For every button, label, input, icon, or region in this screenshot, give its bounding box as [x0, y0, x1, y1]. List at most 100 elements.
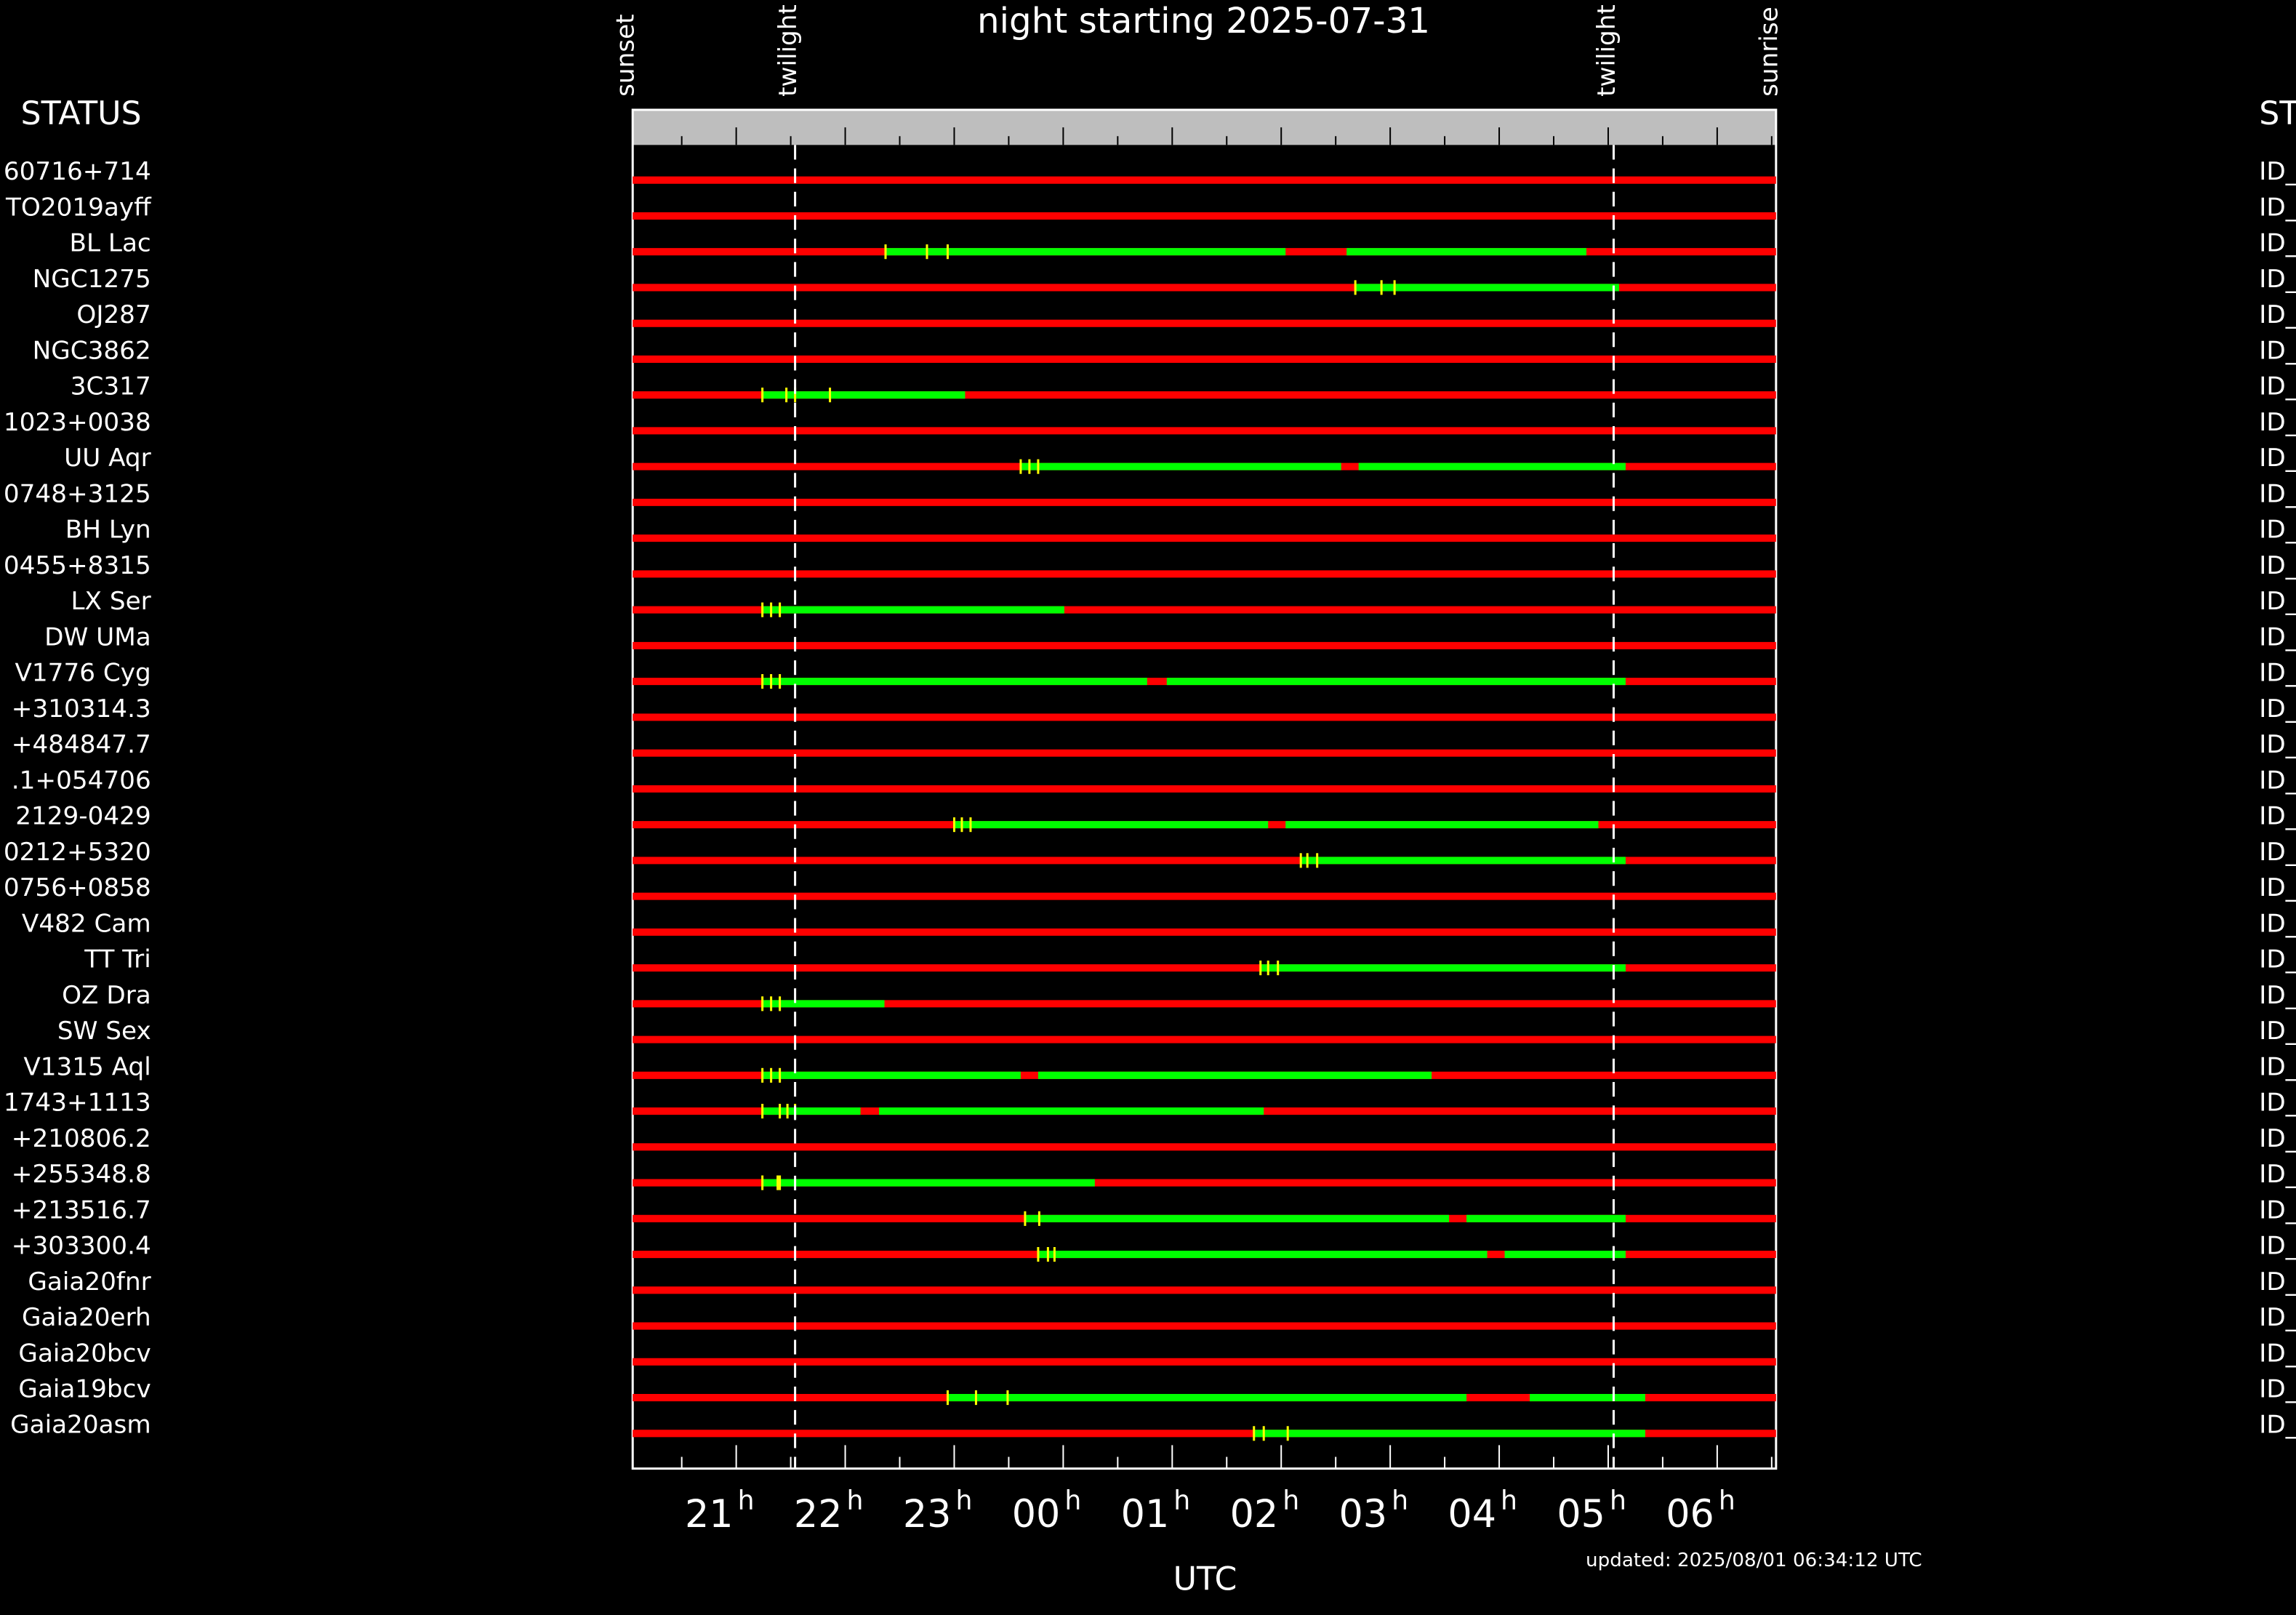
row-status: ID_ [2259, 694, 2296, 724]
row-label: 0756+0858 [4, 873, 151, 902]
row-label: OJ287 [76, 300, 150, 329]
row-status: ID_ [2259, 229, 2296, 258]
row-status: ID_ [2259, 408, 2296, 437]
row-status: ID_ [2259, 1411, 2296, 1440]
row-status: ID_ [2259, 766, 2296, 795]
x-tick-label: 23 [903, 1492, 952, 1536]
x-tick-unit: h [1283, 1485, 1299, 1516]
row-status: ID_ [2259, 1195, 2296, 1225]
row-status: ID_ [2259, 193, 2296, 222]
row-label: +213516.7 [12, 1195, 151, 1225]
row-status: ID_ [2259, 873, 2296, 902]
row-label: Gaia20fnr [28, 1267, 151, 1297]
x-tick-unit: h [1173, 1485, 1190, 1516]
row-label: Gaia20asm [10, 1411, 151, 1440]
row-status: ID_ [2259, 444, 2296, 473]
row-label: DW UMa [44, 622, 151, 652]
x-tick-label: 01 [1121, 1492, 1170, 1536]
x-tick-unit: h [847, 1485, 864, 1516]
row-label: UU Aqr [64, 444, 151, 473]
row-label: TT Tri [84, 945, 151, 974]
row-status: ID_ [2259, 516, 2296, 545]
row-label: V482 Cam [22, 909, 151, 938]
row-status: ID_ [2259, 479, 2296, 508]
x-tick-label: 04 [1448, 1492, 1496, 1536]
x-tick-unit: h [1610, 1485, 1626, 1516]
row-label: 3C317 [71, 372, 151, 401]
row-label: +303300.4 [12, 1232, 151, 1261]
row-label: V1776 Cyg [15, 659, 151, 688]
row-status: ID_ [2259, 1339, 2296, 1368]
row-label: Gaia20erh [22, 1303, 151, 1332]
x-tick-label: 02 [1230, 1492, 1279, 1536]
x-tick-unit: h [1719, 1485, 1735, 1516]
row-status: ID_ [2259, 1160, 2296, 1189]
row-status: ID_ [2259, 659, 2296, 688]
header-bar [633, 110, 1776, 145]
x-tick-label: 21 [685, 1492, 734, 1536]
row-label: +484847.7 [12, 730, 151, 759]
row-label: NGC1275 [33, 265, 151, 294]
row-label: Gaia19bcv [18, 1374, 150, 1403]
x-tick-label: 03 [1338, 1492, 1387, 1536]
x-tick-unit: h [1064, 1485, 1081, 1516]
row-label: SW Sex [57, 1017, 151, 1046]
row-label: +210806.2 [12, 1124, 151, 1153]
row-status: ID_ [2259, 157, 2296, 186]
row-status: ID_ [2259, 1052, 2296, 1081]
row-status: ID_ [2259, 372, 2296, 401]
row-status: ID_ [2259, 265, 2296, 294]
x-tick-unit: h [1501, 1485, 1517, 1516]
row-status: ID_ [2259, 1374, 2296, 1403]
event-label: sunset [611, 14, 641, 97]
row-status: ID_ [2259, 587, 2296, 616]
row-status: ID_ [2259, 551, 2296, 580]
row-label: Gaia20bcv [18, 1339, 150, 1368]
row-label: V1315 Aql [23, 1052, 150, 1081]
row-label: BH Lyn [65, 516, 151, 545]
x-tick-unit: h [1392, 1485, 1408, 1516]
x-tick-unit: h [738, 1485, 755, 1516]
event-label: twilight [774, 4, 803, 97]
row-label: 2129-0429 [15, 802, 151, 831]
row-status: ID_ [2259, 838, 2296, 867]
row-label: 1023+0038 [4, 408, 151, 437]
row-label: TO2019ayff [5, 193, 152, 222]
row-label: 0748+3125 [4, 479, 151, 508]
row-status: ID_ [2259, 981, 2296, 1010]
row-status: ID_ [2259, 909, 2296, 938]
row-label: 0212+5320 [4, 838, 151, 867]
right-header: ST [2259, 95, 2296, 132]
row-status: ID_ [2259, 622, 2296, 652]
x-tick-label: 05 [1557, 1492, 1605, 1536]
row-label: .1+054706 [12, 766, 151, 795]
row-label: 1743+1113 [4, 1089, 151, 1118]
row-label: NGC3862 [33, 336, 151, 365]
row-status: ID_ [2259, 802, 2296, 831]
row-label: BL Lac [69, 229, 150, 258]
x-tick-label: 00 [1012, 1492, 1061, 1536]
left-header: STATUS [21, 95, 142, 132]
event-label: twilight [1592, 4, 1621, 97]
row-status: ID_ [2259, 1017, 2296, 1046]
event-label: sunrise [1754, 7, 1783, 97]
row-label: LX Ser [71, 587, 152, 616]
row-label: 60716+714 [4, 157, 151, 186]
row-label: +310314.3 [12, 694, 151, 724]
row-status: ID_ [2259, 336, 2296, 365]
row-status: ID_ [2259, 1232, 2296, 1261]
row-status: ID_ [2259, 300, 2296, 329]
row-label: OZ Dra [62, 981, 151, 1010]
row-status: ID_ [2259, 1303, 2296, 1332]
row-status: ID_ [2259, 1267, 2296, 1297]
x-tick-unit: h [955, 1485, 972, 1516]
row-status: ID_ [2259, 730, 2296, 759]
updated-note: updated: 2025/08/01 06:34:12 UTC [1586, 1550, 1922, 1571]
chart-title: night starting 2025-07-31 [977, 1, 1430, 41]
row-label: +255348.8 [12, 1160, 151, 1189]
row-label: 0455+8315 [4, 551, 151, 580]
x-tick-label: 22 [794, 1492, 843, 1536]
